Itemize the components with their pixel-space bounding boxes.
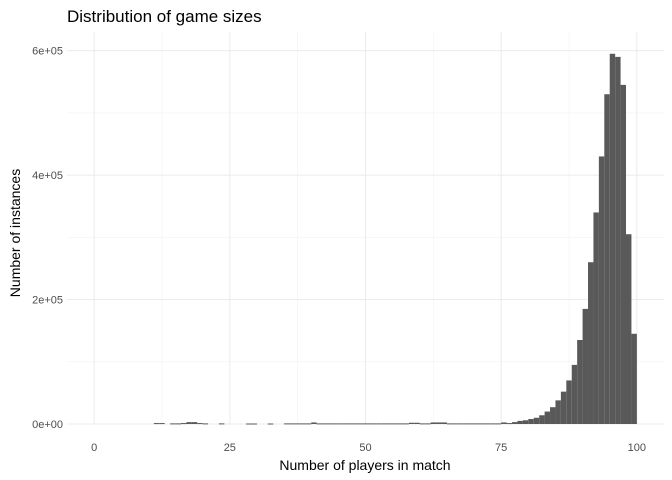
histogram-bar [555, 400, 561, 424]
histogram-bar [495, 423, 502, 425]
x-tick-label: 100 [628, 442, 646, 454]
x-axis-title: Number of players in match [279, 457, 450, 473]
histogram-bar [159, 423, 165, 425]
histogram-bar [387, 423, 393, 425]
histogram-bar [560, 391, 567, 424]
x-tick-label: 25 [224, 442, 236, 454]
histogram-bar [533, 417, 540, 424]
histogram-bar [408, 422, 415, 424]
histogram-bar [294, 423, 301, 425]
histogram-bar [631, 333, 637, 424]
histogram-bar [327, 423, 333, 425]
histogram-bar [446, 423, 453, 425]
histogram-bar [479, 423, 485, 425]
histogram-bar [512, 422, 518, 424]
histogram-bar [609, 53, 616, 424]
histogram-bar [436, 422, 442, 424]
histogram-bar [457, 423, 464, 425]
histogram-bar [506, 423, 513, 425]
histogram-bar [186, 422, 192, 424]
histogram-bar [338, 423, 344, 425]
histogram-bar [343, 423, 350, 425]
histogram-bar [392, 423, 399, 425]
histogram-bar [398, 423, 404, 425]
histogram-bar [360, 423, 366, 425]
histogram-bar [452, 423, 458, 425]
histogram-bar [539, 415, 545, 424]
histogram-bar [544, 411, 551, 424]
histogram-bar [588, 262, 594, 424]
histogram-bar [615, 56, 621, 424]
histogram-bar [577, 340, 583, 424]
histogram-bar [202, 423, 209, 425]
histogram-bar [316, 423, 323, 425]
histogram-bar [598, 156, 605, 424]
x-axis-ticks: 0 25 50 75 100 [91, 442, 646, 454]
histogram-bar [305, 423, 312, 425]
histogram-bar [463, 423, 469, 425]
histogram-bar [376, 423, 382, 425]
histogram-bar [441, 422, 447, 424]
histogram-bar [414, 422, 420, 424]
y-tick-label: 2e+05 [32, 295, 63, 307]
histogram-bar [370, 423, 377, 425]
histogram-bar [175, 423, 181, 425]
histogram-bar [566, 380, 572, 424]
histogram-bar [300, 423, 306, 425]
histogram-bar [425, 423, 431, 425]
histogram-bar [246, 423, 252, 425]
histogram-bar [604, 94, 610, 424]
histogram-bar [267, 423, 274, 425]
histogram-bar [349, 423, 355, 425]
histogram-bar [311, 422, 317, 424]
histogram-bars [153, 53, 637, 425]
histogram-bar [284, 423, 290, 425]
histogram-bar [626, 234, 632, 424]
x-tick-label: 50 [359, 442, 371, 454]
histogram-bar [517, 420, 523, 424]
histogram-bar [593, 212, 599, 424]
chart-title: Distribution of game sizes [67, 7, 262, 26]
histogram-bar [522, 420, 529, 424]
y-tick-label: 6e+05 [32, 46, 63, 58]
histogram-bar [381, 423, 388, 425]
x-tick-label: 0 [91, 442, 97, 454]
histogram-bar [251, 423, 257, 425]
histogram-bar [419, 423, 426, 425]
histogram-bar [218, 423, 225, 425]
histogram-bar [403, 423, 409, 425]
histogram-bar [430, 422, 437, 424]
histogram-bar [191, 422, 198, 424]
y-axis-title: Number of instances [7, 169, 23, 297]
histogram-bar [468, 423, 475, 425]
histogram-bar [484, 423, 491, 425]
histogram-bar [501, 422, 507, 424]
histogram-bar [490, 423, 496, 425]
histogram-bar [180, 423, 187, 425]
histogram-bar [365, 423, 371, 425]
histogram-bar [620, 84, 627, 424]
histogram-bar [153, 423, 160, 425]
histogram-bar [354, 423, 361, 425]
histogram-bar [550, 407, 556, 424]
histogram-bar [170, 423, 176, 425]
histogram-bar [332, 423, 339, 425]
x-tick-label: 75 [495, 442, 507, 454]
y-axis-ticks: 0e+00 2e+05 4e+05 6e+05 [32, 46, 63, 431]
histogram-bar [289, 423, 295, 425]
histogram-bar [528, 419, 534, 424]
histogram-bar [474, 423, 480, 425]
y-tick-label: 0e+00 [32, 419, 63, 431]
histogram-bar [582, 308, 589, 424]
histogram-bar [571, 364, 578, 424]
histogram-bar [322, 423, 328, 425]
y-tick-label: 4e+05 [32, 170, 63, 182]
histogram-bar [197, 423, 203, 425]
